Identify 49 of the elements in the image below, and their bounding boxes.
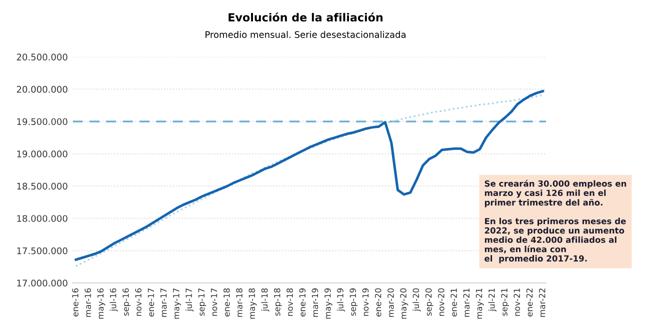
x-tick-label: sep-20	[425, 288, 434, 316]
x-tick-label: nov-19	[362, 288, 369, 316]
x-tick-label: ene-18	[223, 288, 230, 316]
x-tick-label: jul-20	[412, 288, 421, 312]
chart-title: Evolución de la afiliación	[228, 12, 382, 22]
x-tick-label: jul-18	[261, 288, 270, 312]
x-tick-label: sep-21	[501, 288, 510, 316]
y-tick-label: 20.000.000	[16, 86, 68, 93]
x-tick-label: may-18	[248, 288, 257, 319]
y-tick-label: 19.000.000	[17, 150, 68, 158]
x-tick-label: may-21	[476, 288, 484, 319]
x-tick-label: jul-17	[185, 288, 194, 312]
y-tick-label: 17.500.000	[17, 247, 68, 254]
x-tick-label: jul-19	[336, 288, 345, 312]
x-tick-label: ene-21	[450, 288, 457, 316]
x-tick-label: mar-18	[236, 288, 242, 317]
x-tick-label: nov-20	[438, 288, 444, 316]
x-tick-label: sep-17	[198, 288, 206, 316]
x-tick-label: mar-20	[388, 288, 394, 317]
x-tick-label: nov-17	[210, 288, 218, 316]
y-tick-label: 19.500.000	[17, 118, 68, 126]
y-tick-label: 18.500.000	[17, 182, 68, 190]
x-tick-label: jul-16	[110, 288, 118, 312]
x-tick-label: nov-16	[135, 288, 142, 316]
x-tick-label: may-16	[97, 288, 106, 319]
x-tick-label: ene-19	[299, 288, 306, 316]
x-tick-label: mar-22	[538, 288, 546, 317]
x-tick-label: may-20	[400, 288, 408, 319]
x-tick-label: jul-21	[488, 288, 496, 312]
text: Se crearán 30.000 empleos en marzo y casi 126 mil en el primer trimestre del año. En los tres primeros meses de 2022, se produce un aumento medio de 42.000 afiliados al mes, en línea con el promedio 2017-19.	[484, 180, 626, 264]
x-tick-label: may-19	[324, 288, 332, 319]
chart-subtitle: Promedio mensual. Serie desestacionalizada	[206, 30, 406, 38]
x-tick-label: mar-21	[463, 288, 470, 317]
x-tick-label: nov-21	[514, 288, 520, 316]
y-tick-label: 17.000.000	[17, 280, 68, 286]
y-tick-label: 20.500.000	[16, 54, 68, 60]
x-tick-label: nov-18	[286, 288, 293, 316]
x-tick-label: sep-19	[350, 288, 358, 316]
y-tick-label: 18.000.000	[17, 215, 68, 222]
x-tick-label: ene-22	[526, 288, 533, 316]
x-tick-label: ene-20	[374, 288, 382, 316]
x-tick-label: sep-18	[274, 288, 282, 316]
x-tick-label: mar-16	[84, 288, 91, 317]
x-tick-label: mar-19	[312, 288, 318, 317]
x-tick-label: mar-17	[160, 288, 167, 317]
x-tick-label: sep-16	[122, 288, 130, 316]
x-tick-label: ene-16	[72, 288, 78, 316]
x-tick-label: may-17	[173, 288, 181, 319]
x-tick-label: ene-17	[148, 288, 154, 316]
